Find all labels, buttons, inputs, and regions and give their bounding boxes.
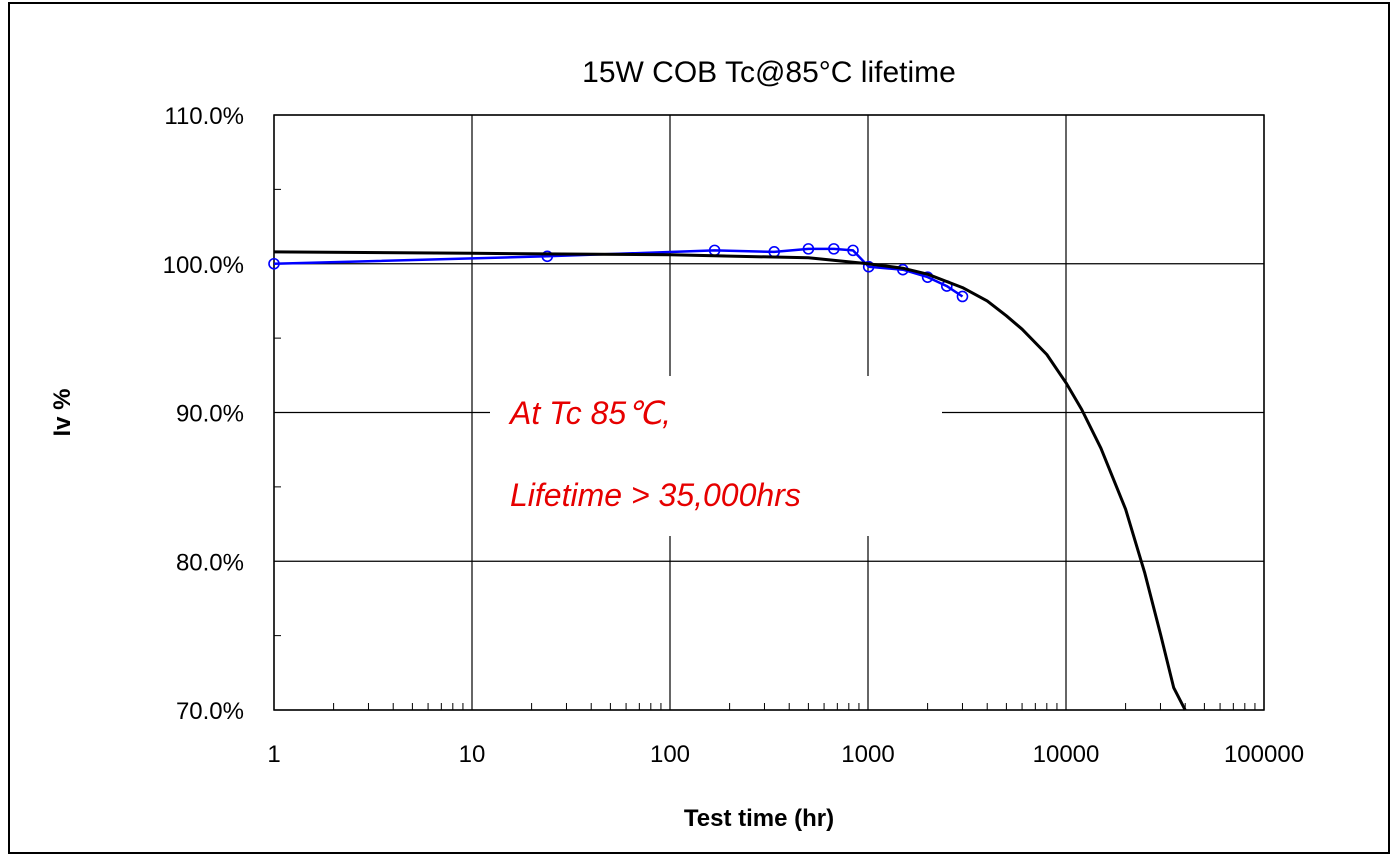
series-layer: [268, 243, 1187, 711]
annotation-box: [490, 376, 942, 536]
plot-area: [273, 114, 1265, 711]
y-tick-label: 90.0%: [176, 401, 244, 428]
x-tick-label: 10000: [1033, 741, 1100, 768]
annotation-line-2: Lifetime > 35,000hrs: [510, 477, 801, 513]
measured-data-point: [956, 290, 969, 303]
y-tick-label: 80.0%: [176, 549, 244, 576]
measured-data-point: [862, 260, 875, 273]
minor-ticks: [274, 188, 1256, 710]
measured-data-point: [802, 243, 815, 255]
x-axis-title: Test time (hr): [684, 805, 834, 832]
measured-data-point: [541, 250, 554, 263]
measured-data-point: [828, 243, 840, 255]
y-tick-label: 110.0%: [164, 103, 244, 130]
chart-frame: At Tc 85℃, Lifetime > 35,000hrs 70.0% 80.…: [8, 2, 1390, 854]
annotation-line-1: At Tc 85℃,: [508, 395, 671, 431]
x-tick-label: 100: [650, 741, 690, 768]
fit-series-line: [273, 250, 1187, 711]
x-tick-label: 10: [459, 741, 486, 768]
x-tick-label: 100000: [1224, 741, 1304, 768]
y-tick-labels: 70.0% 80.0% 90.0% 100.0% 110.0%: [163, 103, 244, 725]
x-tick-label: 1000: [841, 741, 894, 768]
x-tick-labels: 1 10 100 1000 10000 100000: [267, 741, 1304, 768]
measured-data-point: [268, 257, 280, 270]
lifetime-chart: At Tc 85℃, Lifetime > 35,000hrs 70.0% 80.…: [49, 56, 1304, 832]
y-tick-label: 100.0%: [163, 252, 244, 279]
x-tick-label: 1: [267, 741, 280, 768]
y-tick-label: 70.0%: [176, 698, 244, 725]
measured-series-line: [273, 247, 964, 298]
y-axis-title: Iv %: [49, 388, 76, 436]
chart-title: 15W COB Tc@85°C lifetime: [582, 56, 956, 89]
measured-data-point: [847, 244, 859, 257]
